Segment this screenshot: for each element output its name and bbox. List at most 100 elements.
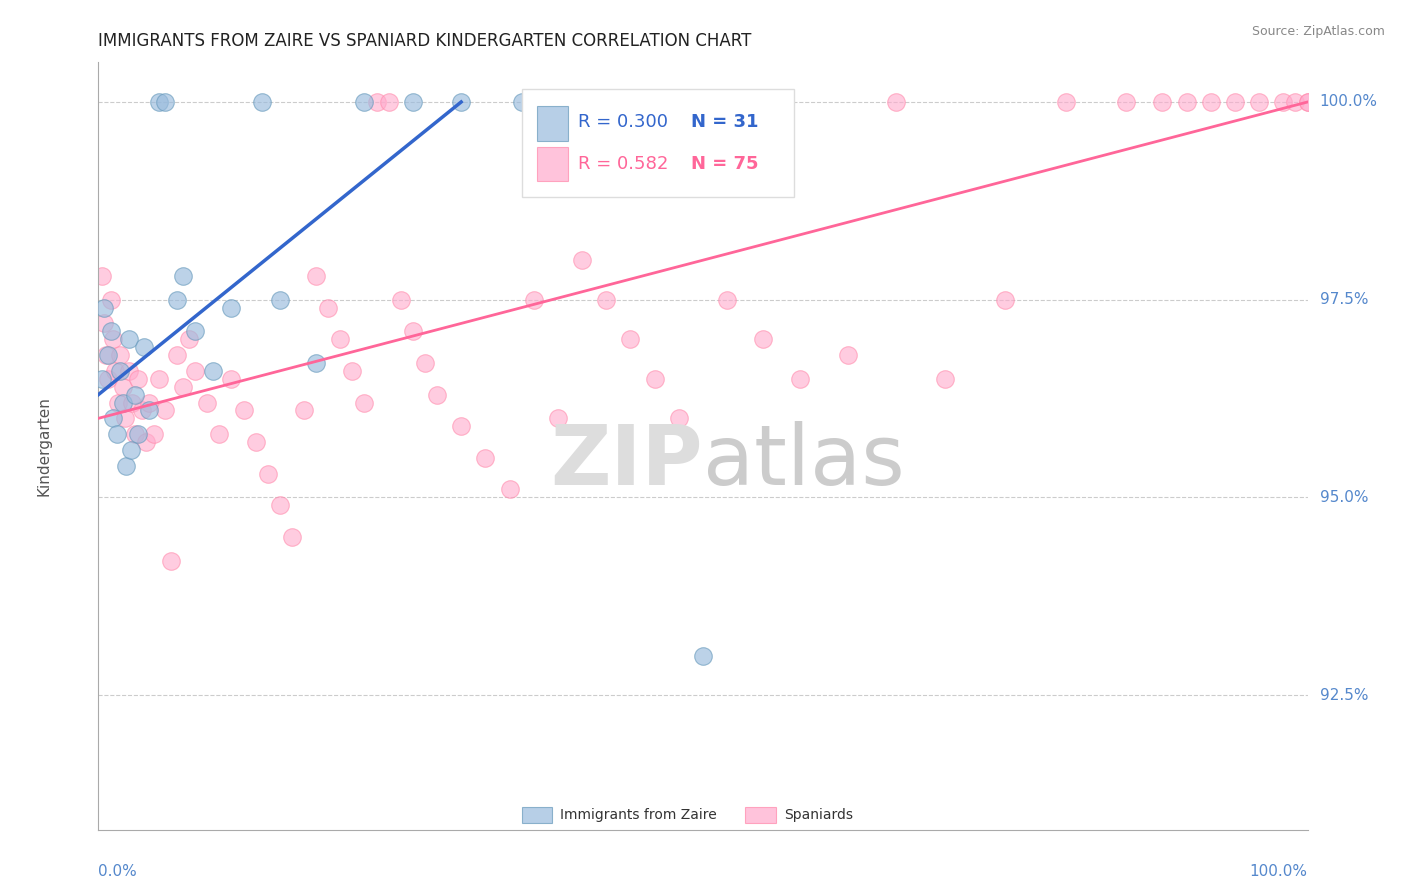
- Text: R = 0.300: R = 0.300: [578, 113, 668, 131]
- Point: [1296, 95, 1319, 109]
- Text: 100.0%: 100.0%: [1250, 864, 1308, 880]
- Point: [91, 268, 114, 283]
- Point: [402, 95, 425, 109]
- Point: [789, 372, 811, 386]
- Text: Kindergarten: Kindergarten: [37, 396, 52, 496]
- Point: [107, 395, 129, 409]
- Text: IMMIGRANTS FROM ZAIRE VS SPANIARD KINDERGARTEN CORRELATION CHART: IMMIGRANTS FROM ZAIRE VS SPANIARD KINDER…: [98, 32, 752, 50]
- Point: [105, 427, 128, 442]
- Point: [292, 403, 315, 417]
- Point: [269, 293, 291, 307]
- Point: [342, 364, 364, 378]
- Point: [510, 95, 533, 109]
- Point: [160, 554, 183, 568]
- Point: [195, 395, 218, 409]
- Point: [269, 498, 291, 512]
- Point: [1054, 95, 1077, 109]
- Text: 100.0%: 100.0%: [1320, 95, 1378, 110]
- Bar: [522, 806, 551, 823]
- Point: [934, 372, 956, 386]
- Point: [93, 317, 115, 331]
- Point: [316, 301, 339, 315]
- Point: [93, 301, 115, 315]
- Point: [124, 427, 146, 442]
- Point: [692, 95, 714, 109]
- Bar: [537, 106, 568, 141]
- Text: N = 75: N = 75: [690, 154, 758, 173]
- Point: [1272, 95, 1295, 109]
- Point: [1223, 95, 1246, 109]
- Point: [994, 293, 1017, 307]
- Point: [619, 332, 641, 346]
- Text: ZIP: ZIP: [551, 421, 703, 502]
- Point: [104, 364, 127, 378]
- Bar: [537, 147, 568, 181]
- Point: [221, 372, 243, 386]
- Text: Source: ZipAtlas.com: Source: ZipAtlas.com: [1251, 25, 1385, 38]
- Point: [138, 395, 160, 409]
- Point: [595, 293, 617, 307]
- Point: [305, 356, 328, 370]
- Text: 97.5%: 97.5%: [1320, 293, 1368, 307]
- Point: [138, 403, 160, 417]
- Point: [886, 95, 908, 109]
- Point: [221, 301, 243, 315]
- Point: [571, 253, 593, 268]
- Point: [450, 95, 472, 109]
- Point: [91, 372, 114, 386]
- Point: [97, 372, 120, 386]
- Text: 95.0%: 95.0%: [1320, 490, 1368, 505]
- Point: [450, 419, 472, 434]
- Point: [153, 403, 176, 417]
- Point: [143, 427, 166, 442]
- Point: [114, 411, 136, 425]
- Point: [101, 411, 124, 425]
- Point: [402, 324, 425, 338]
- Point: [101, 332, 124, 346]
- Point: [202, 364, 225, 378]
- Point: [353, 395, 375, 409]
- Point: [100, 324, 122, 338]
- Point: [148, 95, 170, 109]
- Point: [179, 332, 201, 346]
- Point: [498, 483, 520, 497]
- Point: [127, 427, 149, 442]
- Point: [474, 450, 496, 465]
- Point: [245, 435, 267, 450]
- Point: [413, 356, 436, 370]
- Point: [1152, 95, 1174, 109]
- Point: [135, 435, 157, 450]
- Bar: [745, 806, 776, 823]
- Point: [305, 268, 328, 283]
- Point: [595, 95, 617, 109]
- Point: [153, 95, 176, 109]
- Point: [716, 293, 738, 307]
- Point: [97, 348, 120, 362]
- Point: [692, 648, 714, 663]
- Point: [1296, 95, 1319, 109]
- Point: [547, 411, 569, 425]
- Text: 0.0%: 0.0%: [98, 864, 138, 880]
- FancyBboxPatch shape: [522, 89, 793, 197]
- Point: [366, 95, 388, 109]
- Point: [127, 372, 149, 386]
- Point: [208, 427, 231, 442]
- Point: [108, 364, 131, 378]
- Point: [120, 442, 142, 457]
- Point: [108, 348, 131, 362]
- Point: [100, 293, 122, 307]
- Point: [1115, 95, 1137, 109]
- Point: [668, 411, 690, 425]
- Point: [1199, 95, 1222, 109]
- Point: [124, 387, 146, 401]
- Text: atlas: atlas: [703, 421, 904, 502]
- Text: R = 0.582: R = 0.582: [578, 154, 669, 173]
- Point: [389, 293, 412, 307]
- Point: [1284, 95, 1306, 109]
- Point: [837, 348, 859, 362]
- Point: [134, 340, 156, 354]
- Point: [644, 372, 666, 386]
- Point: [250, 95, 273, 109]
- Point: [184, 324, 207, 338]
- Point: [115, 458, 138, 473]
